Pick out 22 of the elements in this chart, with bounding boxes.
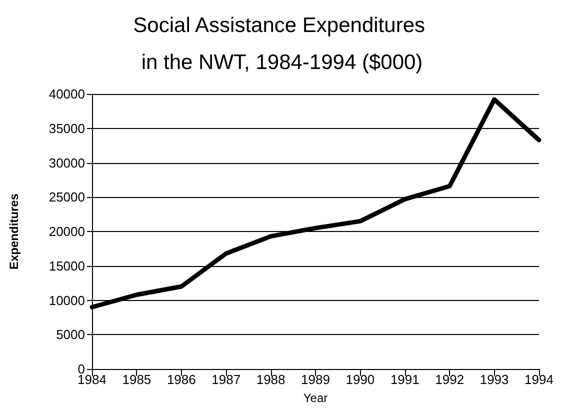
x-tick-label: 1985 [122, 372, 152, 387]
y-tick-label: 10000 [48, 292, 85, 308]
x-tick-label: 1993 [480, 372, 509, 387]
y-tick-label: 35000 [48, 120, 85, 136]
y-tick-label: 40000 [48, 86, 85, 102]
x-tick-label: 1989 [301, 372, 330, 387]
y-tick-label: 0 [78, 362, 85, 376]
x-tick-label: 1988 [256, 372, 286, 387]
x-tick-label: 1990 [346, 372, 375, 387]
x-axis-title: Year [303, 391, 328, 405]
y-tick-label: 30000 [48, 155, 85, 170]
y-tick-label: 20000 [48, 224, 85, 239]
y-tick-label: 25000 [48, 190, 85, 205]
x-tick-label: 1991 [390, 372, 420, 387]
y-tick-label: 15000 [48, 258, 85, 274]
x-tick-label: 1986 [166, 372, 196, 387]
x-tick-label: 1992 [435, 372, 464, 387]
x-tick-label: 1994 [524, 372, 554, 387]
y-axis-title: Expenditures [7, 193, 21, 270]
x-tick-label: 1987 [212, 372, 241, 387]
chart-title: Social Assistance Expenditures in the NWT, 1984-1994 ($000) [133, 14, 431, 74]
y-tick-label: 5000 [56, 327, 85, 342]
